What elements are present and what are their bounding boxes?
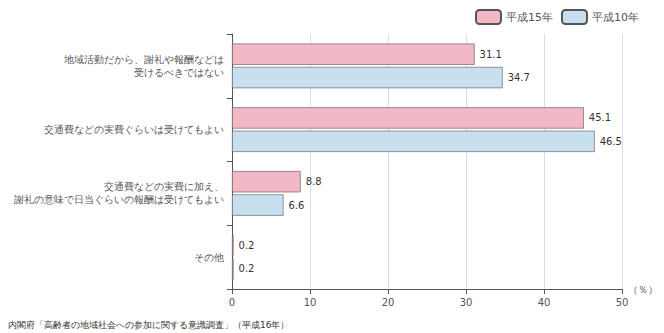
svg-text:平成10年: 平成10年 [592, 11, 639, 24]
svg-text:34.7: 34.7 [508, 72, 530, 83]
svg-text:8.8: 8.8 [306, 176, 322, 187]
svg-text:交通費などの実費に加え、: 交通費などの実費に加え、 [104, 181, 224, 192]
svg-text:地域活動だから、謝礼や報酬などは: 地域活動だから、謝礼や報酬などは [63, 54, 224, 65]
svg-text:31.1: 31.1 [480, 49, 502, 60]
svg-text:30: 30 [460, 297, 473, 308]
svg-text:0.2: 0.2 [239, 240, 255, 251]
svg-text:46.5: 46.5 [600, 136, 622, 147]
svg-text:0: 0 [229, 297, 235, 308]
svg-text:（％）: （％） [628, 284, 658, 295]
svg-text:平成15年: 平成15年 [506, 11, 553, 24]
svg-text:交通費などの実費ぐらいは受けてもよい: 交通費などの実費ぐらいは受けてもよい [44, 124, 224, 135]
svg-text:受けるべきではない: 受けるべきではない [134, 67, 224, 78]
svg-text:6.6: 6.6 [288, 200, 304, 211]
svg-text:40: 40 [538, 297, 551, 308]
svg-text:50: 50 [616, 297, 629, 308]
svg-text:45.1: 45.1 [589, 112, 611, 123]
svg-text:内閣府「高齢者の地域社会への参加に関する意識調査」（平成16: 内閣府「高齢者の地域社会への参加に関する意識調査」（平成16年） [8, 320, 289, 330]
svg-text:10: 10 [304, 297, 317, 308]
svg-text:20: 20 [382, 297, 395, 308]
svg-text:謝礼の意味で日当ぐらいの報酬は受けてもよい: 謝礼の意味で日当ぐらいの報酬は受けてもよい [14, 194, 224, 205]
svg-text:その他: その他 [194, 252, 224, 263]
svg-text:0.2: 0.2 [239, 263, 255, 274]
